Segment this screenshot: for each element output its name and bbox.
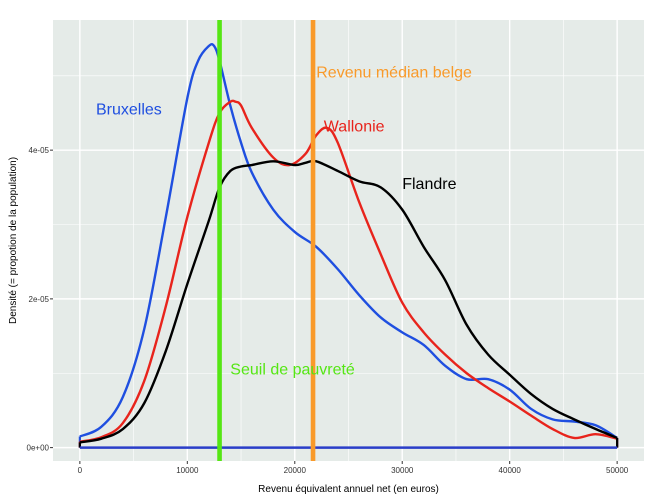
series-line-flandre xyxy=(79,159,618,444)
minor-gridlines xyxy=(53,20,644,461)
annotation-label: Wallonie xyxy=(324,119,385,136)
reference-lines xyxy=(217,20,316,461)
series-annotations: Bruxelles Wallonie Flandre Revenu médian be… xyxy=(96,64,472,378)
x-tick-label: 40000 xyxy=(499,466,522,475)
annotation-label: Seuil de pauvreté xyxy=(230,362,355,379)
y-axis-ticks: 0e+00 2e-05 4e-05 xyxy=(27,146,53,453)
y-axis-title: Densité (= propotion de la population) xyxy=(8,157,19,324)
series-line-bruxelles xyxy=(79,42,618,439)
x-axis-title: Revenu équivalent annuel net (en euros) xyxy=(258,484,439,495)
annotation-label: Flandre xyxy=(402,176,456,193)
x-tick-label: 50000 xyxy=(606,466,629,475)
x-axis-ticks: 0 10000 20000 30000 40000 50000 xyxy=(78,461,629,475)
x-tick-label: 20000 xyxy=(284,466,307,475)
y-tick-label: 4e-05 xyxy=(29,146,50,155)
x-tick-label: 10000 xyxy=(176,466,199,475)
y-tick-label: 2e-05 xyxy=(29,295,50,304)
annotation-label: Revenu médian belge xyxy=(316,64,472,81)
x-tick-label: 0 xyxy=(78,466,83,475)
annotation-label: Bruxelles xyxy=(96,101,162,118)
x-tick-label: 30000 xyxy=(391,466,414,475)
y-tick-label: 0e+00 xyxy=(27,444,50,453)
